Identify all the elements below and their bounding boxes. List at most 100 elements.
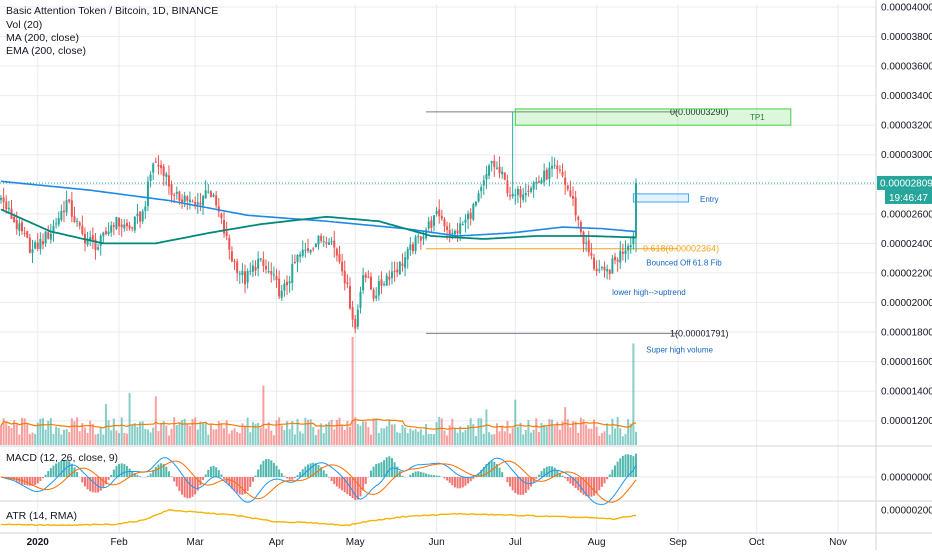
candle-body [611, 258, 613, 273]
macd-histogram-bar [580, 477, 582, 493]
macd-histogram-bar [291, 477, 293, 480]
candle-body [412, 244, 414, 251]
volume-bar [163, 421, 165, 445]
macd-indicator-label[interactable]: MACD (12, 26, close, 9) [6, 452, 118, 464]
macd-histogram-bar [262, 461, 264, 477]
candle-body [365, 274, 367, 277]
candle [199, 193, 201, 211]
candle-body [66, 200, 68, 212]
candle-body [535, 182, 537, 183]
volume-bar [588, 429, 590, 445]
candle [134, 216, 136, 233]
macd-histogram-bar [42, 477, 44, 478]
candle-body [123, 225, 125, 229]
candle [441, 210, 443, 221]
ema-indicator-label[interactable]: EMA (200, close) [6, 45, 86, 57]
candle-body [541, 180, 543, 183]
macd-histogram-bar [454, 477, 456, 487]
candle-body [422, 236, 424, 238]
candle [438, 199, 440, 223]
volume-indicator-label[interactable]: Vol (20) [6, 19, 42, 31]
candle-body [538, 181, 540, 182]
volume-bar [436, 422, 438, 445]
candle-body [173, 195, 175, 196]
macd-histogram-bar [270, 460, 272, 477]
volume-bar [66, 429, 68, 445]
candle [533, 181, 535, 198]
candle [45, 231, 47, 247]
macd-histogram-bar [522, 477, 524, 495]
ma-indicator-label[interactable]: MA (200, close) [6, 32, 79, 44]
candle [323, 236, 325, 247]
candle-body [234, 261, 236, 262]
macd-histogram-bar [184, 477, 186, 497]
volume-bar [45, 430, 47, 445]
volume-bar [108, 420, 110, 445]
macd-histogram-bar [535, 477, 537, 479]
candle [354, 315, 356, 333]
candle [325, 237, 327, 248]
volume-bar [375, 419, 377, 445]
volume-bar [325, 424, 327, 445]
volume-bar [430, 434, 432, 445]
candle [139, 211, 141, 228]
volume-bar [252, 422, 254, 445]
atr-indicator-label[interactable]: ATR (14, RMA) [6, 510, 77, 522]
candle-body [291, 264, 293, 283]
candle-body [417, 236, 419, 237]
volume-bar [184, 419, 186, 445]
volume-bar [278, 417, 280, 445]
macd-histogram-bar [160, 463, 162, 477]
candle-body [34, 242, 36, 248]
candle-body [630, 245, 632, 247]
volume-bar [454, 428, 456, 445]
volume-bar [533, 430, 535, 445]
volume-bar [129, 393, 131, 445]
candle [213, 193, 215, 197]
candle [530, 186, 532, 194]
candle [596, 260, 598, 275]
candle [370, 272, 372, 290]
candle-body [333, 241, 335, 248]
candle [464, 214, 466, 232]
candle-body [527, 191, 529, 192]
volume-bar [451, 419, 453, 445]
candle [535, 177, 537, 190]
volume-bar [391, 424, 393, 445]
candle [551, 156, 553, 177]
macd-histogram-bar [210, 467, 212, 477]
candle-body [304, 250, 306, 251]
volume-bar [480, 418, 482, 445]
candle-body [160, 165, 162, 168]
volume-bar [559, 430, 561, 445]
candle [420, 236, 422, 250]
volume-bar [509, 434, 511, 445]
candle [362, 268, 364, 294]
candle-body [144, 206, 146, 211]
price-tick-label: 0.00002200 [881, 268, 932, 279]
candle-body [373, 290, 375, 299]
candle-body [548, 168, 550, 179]
candle [522, 188, 524, 203]
candle-body [281, 291, 283, 298]
macd-histogram-bar [365, 477, 367, 484]
macd-histogram-bar [446, 477, 448, 480]
volume-bar [176, 425, 178, 445]
candle [491, 161, 493, 172]
price-tick-label: 0.00001600 [881, 357, 932, 368]
candle [611, 255, 613, 274]
volume-bar [84, 427, 86, 445]
candle [399, 261, 401, 275]
candle-body [73, 216, 75, 222]
candle-body [354, 319, 356, 329]
candle [546, 168, 548, 181]
candle-body [302, 250, 304, 256]
macd-histogram-bar [121, 463, 123, 477]
candle-body [255, 267, 257, 271]
candle [223, 211, 225, 238]
volume-bar [464, 430, 466, 445]
candle-body [375, 296, 377, 299]
candle [386, 273, 388, 286]
